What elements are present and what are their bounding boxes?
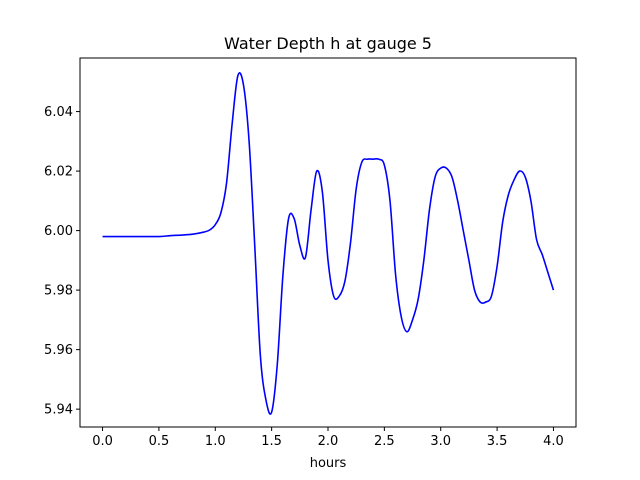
series-line-0	[102, 72, 555, 415]
x-tick-label: 3.0	[430, 434, 451, 449]
x-tick-label: 1.5	[261, 434, 282, 449]
plot-frame	[79, 57, 577, 428]
x-tick-label: 1.0	[205, 434, 226, 449]
y-tick-label: 6.04	[44, 105, 73, 120]
x-axis: 0.0 0.5 1.0 1.5 2.0 2.5 3.0 3.5 4.0	[92, 427, 564, 449]
x-axis-label: hours	[310, 456, 347, 471]
y-tick-label: 6.02	[44, 165, 73, 180]
x-tick-label: 2.5	[374, 434, 395, 449]
x-tick-label: 3.5	[487, 434, 508, 449]
x-tick-label: 0.5	[149, 434, 170, 449]
chart-title: Water Depth h at gauge 5	[224, 34, 432, 53]
x-tick-label: 0.0	[92, 434, 113, 449]
y-tick-label: 6.00	[44, 224, 73, 239]
x-tick-label: 2.0	[318, 434, 339, 449]
y-tick-label: 5.98	[44, 284, 73, 299]
y-axis: 5.94 5.96 5.98 6.00 6.02 6.04	[44, 105, 80, 418]
plot-area	[102, 72, 555, 415]
x-tick-label: 4.0	[543, 434, 564, 449]
y-tick-label: 5.94	[44, 403, 73, 418]
y-tick-label: 5.96	[44, 343, 73, 358]
